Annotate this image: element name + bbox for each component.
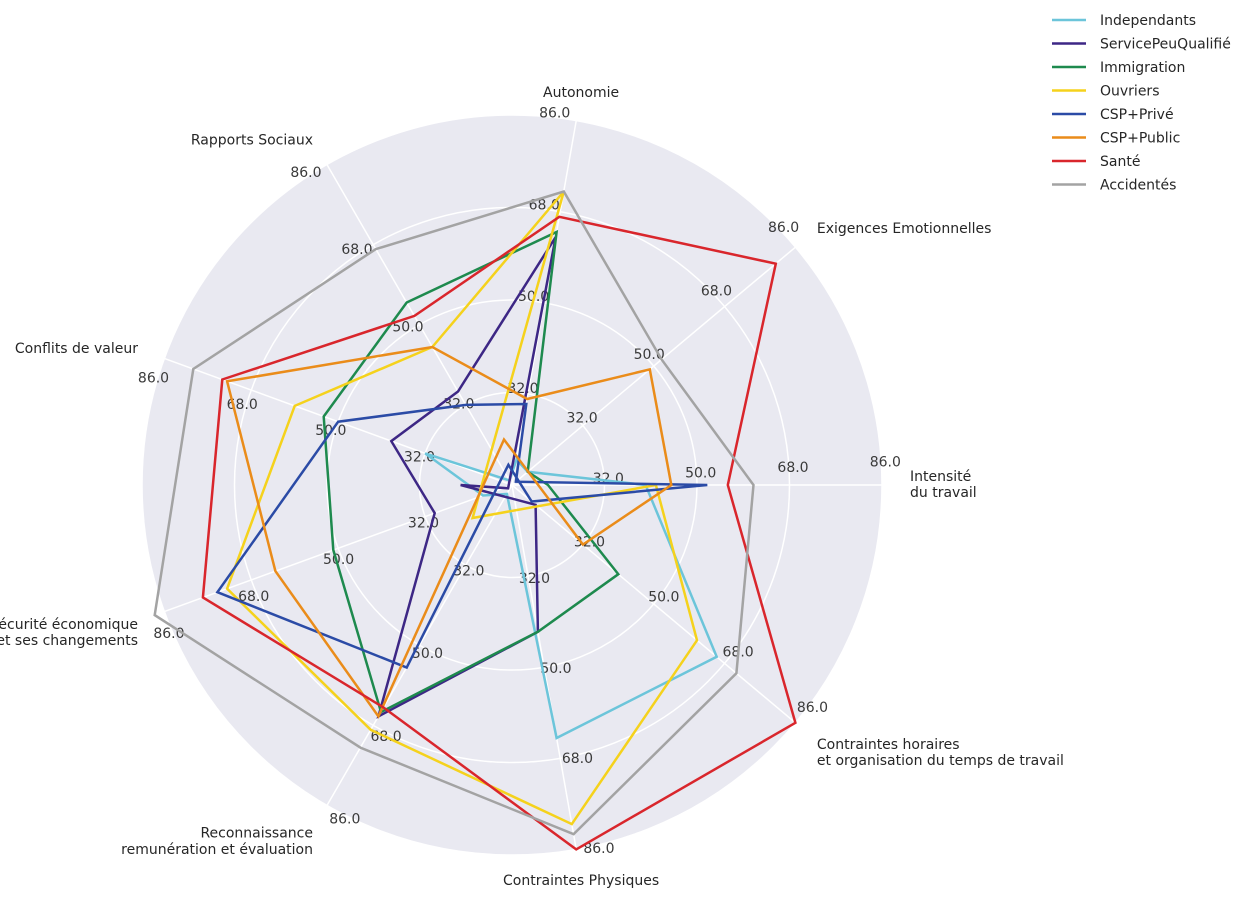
tick-label: 68.0 — [529, 197, 560, 213]
tick-label: 50.0 — [685, 466, 716, 482]
tick-label: 32.0 — [443, 397, 474, 413]
tick-label: 86.0 — [870, 455, 901, 471]
legend-label: ServicePeuQualifié — [1100, 37, 1231, 53]
grid-spoke — [326, 164, 513, 486]
legend-label: CSP+Public — [1100, 131, 1180, 147]
grid-spoke — [164, 484, 513, 613]
tick-label: 50.0 — [323, 552, 354, 568]
legend-label: Ouvriers — [1100, 84, 1160, 100]
legend-label: Santé — [1100, 154, 1140, 170]
grid-spoke — [511, 246, 796, 486]
grid-spoke — [511, 484, 796, 724]
tick-label: 32.0 — [519, 571, 550, 587]
tick-label: 86.0 — [329, 812, 360, 828]
tick-label: 68.0 — [238, 589, 269, 605]
axis-label: Conflits de valeur — [15, 341, 138, 357]
series-line-csp-priv- — [215, 402, 708, 670]
legend-label: Immigration — [1100, 60, 1185, 76]
legend-label: Accidentés — [1100, 178, 1176, 194]
series-line-independants — [424, 452, 719, 740]
tick-label: 86.0 — [539, 106, 570, 122]
tick-label: 86.0 — [768, 220, 799, 236]
tick-label: 68.0 — [777, 460, 808, 476]
axis-label: Exigences Emotionnelles — [817, 221, 992, 237]
tick-label: 86.0 — [290, 165, 321, 181]
tick-label: 50.0 — [412, 646, 443, 662]
tick-label: 68.0 — [701, 284, 732, 300]
tick-label: 50.0 — [540, 661, 571, 677]
tick-label: 32.0 — [507, 381, 538, 397]
legend-label: CSP+Privé — [1100, 107, 1174, 123]
tick-label: 86.0 — [138, 370, 169, 386]
tick-label: 68.0 — [341, 242, 372, 258]
axis-label: Intensité du travail — [910, 469, 977, 501]
axis-label: Reconnaissance remunération et évaluation — [121, 826, 313, 858]
tick-label: 86.0 — [797, 700, 828, 716]
series-line-immigration — [322, 229, 621, 714]
grid-spoke — [511, 484, 577, 850]
axis-label: Autonomie — [543, 85, 619, 101]
axis-label: Contraintes horaires et organisation du t… — [817, 737, 1064, 769]
tick-label: 50.0 — [392, 319, 423, 335]
tick-label: 32.0 — [567, 411, 598, 427]
grid-spoke — [326, 484, 513, 806]
series-line-csp-public — [225, 345, 673, 719]
series-line-servicepeuqualifi- — [376, 236, 557, 719]
tick-label: 86.0 — [153, 626, 184, 642]
tick-label: 32.0 — [453, 563, 484, 579]
axis-label: Contraintes Physiques — [503, 873, 659, 889]
legend-label: Independants — [1100, 13, 1196, 29]
series-line-sant- — [201, 215, 797, 851]
tick-label: 86.0 — [583, 841, 614, 857]
series-line-ouvriers — [225, 190, 699, 826]
axis-label: Rapports Sociaux — [191, 132, 313, 148]
tick-label: 50.0 — [648, 590, 679, 606]
tick-label: 68.0 — [562, 751, 593, 767]
series-line-accident-s — [153, 190, 755, 836]
